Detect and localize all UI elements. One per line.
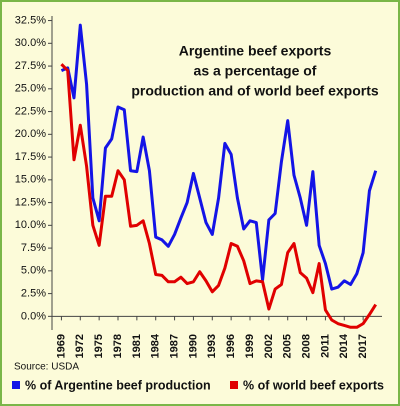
chart-title: as a percentage of	[194, 63, 317, 79]
x-tick-label: 2014	[338, 333, 350, 358]
y-tick-label: 32.5%	[15, 14, 46, 26]
x-tick-label: 1987	[168, 334, 180, 358]
source: Source: USDA	[14, 362, 79, 373]
x-tick-label: 2011	[319, 334, 331, 358]
x-tick-label: 1972	[74, 334, 86, 358]
x-tick-label: 1996	[225, 334, 237, 358]
y-tick-label: 0.0%	[21, 310, 46, 322]
y-tick-label: 30.0%	[15, 37, 46, 49]
y-tick-label: 20.0%	[15, 128, 46, 140]
y-tick-label: 22.5%	[15, 105, 46, 117]
x-tick-label: 2017	[357, 334, 369, 358]
legend-label: % of world beef exports	[243, 378, 384, 392]
y-tick-label: 5.0%	[21, 265, 46, 277]
x-tick-label: 1984	[150, 333, 162, 358]
x-tick-label: 1975	[93, 334, 105, 358]
y-tick-label: 12.5%	[15, 196, 46, 208]
y-tick-label: 7.5%	[21, 242, 46, 254]
x-tick-label: 1993	[206, 334, 218, 358]
x-tick-label: 2005	[282, 334, 294, 358]
series-line	[60, 23, 378, 291]
series-line	[60, 63, 377, 329]
y-tick-label: 25.0%	[15, 83, 46, 95]
x-tick-label: 2002	[263, 334, 275, 358]
x-tick-label: 1978	[112, 334, 124, 358]
legend-label: % of Argentine beef production	[25, 378, 211, 392]
x-tick-label: 1969	[55, 334, 67, 358]
y-tick-label: 10.0%	[15, 219, 46, 231]
chart-title: Argentine beef exports	[179, 43, 332, 59]
x-tick-label: 2008	[300, 334, 312, 358]
chart-title: production and of world beef exports	[131, 83, 379, 99]
x-tick-label: 1999	[244, 334, 256, 358]
y-tick-label: 2.5%	[21, 288, 46, 300]
y-tick-label: 17.5%	[15, 151, 46, 163]
y-tick-label: 15.0%	[15, 174, 46, 186]
y-tick-label: 27.5%	[15, 60, 46, 72]
legend-swatch	[12, 381, 20, 389]
x-tick-label: 1981	[131, 334, 143, 358]
x-tick-label: 1990	[187, 334, 199, 358]
legend-swatch	[230, 381, 238, 389]
